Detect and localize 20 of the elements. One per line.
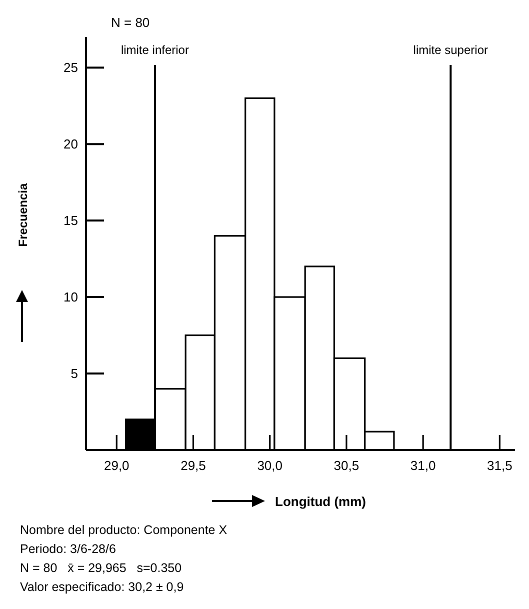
text: Nombre del producto: Componente X xyxy=(20,523,228,537)
y-tick-label: 20 xyxy=(64,136,78,152)
x-tick-label: 30,0 xyxy=(257,458,283,473)
x-axis-title: Longitud (mm) xyxy=(275,494,366,509)
text: Valor especificado: 30,2 ± 0,9 xyxy=(20,580,184,594)
x-tick-label: 29,0 xyxy=(104,458,130,473)
x-tick-label: 31,5 xyxy=(487,458,512,473)
text: N = 80 xyxy=(111,15,150,30)
x-tick-label: 30,5 xyxy=(334,458,360,473)
y-tick-label: 10 xyxy=(64,290,78,305)
ref-line-label: limite superior xyxy=(413,43,488,57)
ref-line-label: limite inferior xyxy=(120,43,189,57)
x-tick-label: 29,5 xyxy=(180,458,206,473)
y-axis-title: Frecuencia xyxy=(16,183,30,247)
y-tick-label: 25 xyxy=(64,60,78,76)
y-tick-label: 15 xyxy=(64,213,78,228)
y-tick-label: 5 xyxy=(70,366,78,382)
text: Periodo: 3/6-28/6 xyxy=(20,542,116,556)
x-tick-label: 31,0 xyxy=(410,458,436,473)
text: N = 80 x̄ = 29,965 s=0.350 xyxy=(20,561,182,575)
